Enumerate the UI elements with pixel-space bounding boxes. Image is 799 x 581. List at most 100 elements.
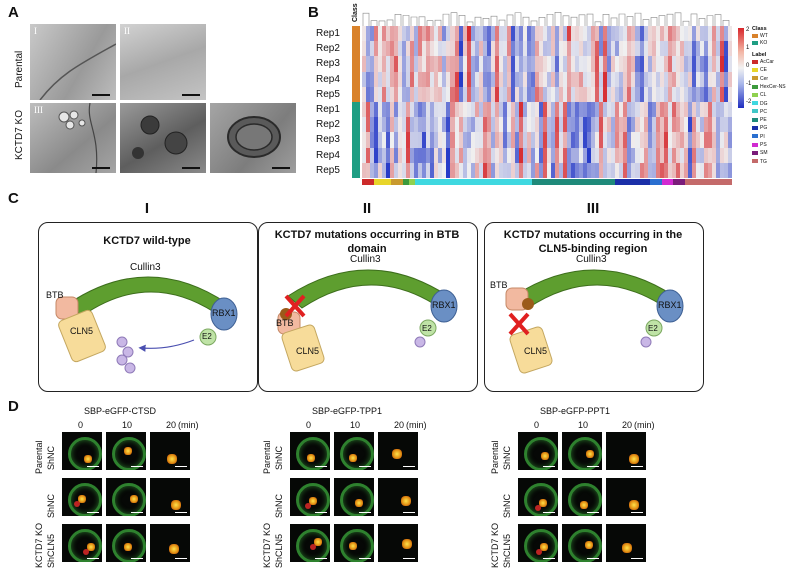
parental-label: Parental bbox=[262, 440, 272, 474]
rep-row-label: Rep5 bbox=[316, 88, 340, 100]
scale-bar bbox=[359, 511, 371, 513]
scale-bar bbox=[175, 557, 187, 559]
rbx-label: RBX1 bbox=[658, 300, 682, 310]
panel-d-label: D bbox=[8, 398, 19, 415]
scale-bar bbox=[315, 557, 327, 559]
microscopy-image bbox=[562, 524, 602, 562]
rbx-label: RBX1 bbox=[212, 308, 236, 318]
panel-c-label: C bbox=[8, 190, 19, 207]
em-image-3: III bbox=[30, 103, 116, 173]
scale-bar bbox=[587, 465, 599, 467]
microscopy-image bbox=[290, 432, 330, 470]
scale-bar bbox=[543, 511, 555, 513]
scale-bar bbox=[543, 465, 555, 467]
rbx1-shape bbox=[210, 297, 238, 331]
scale-bar bbox=[182, 167, 200, 169]
rbx1-shape bbox=[430, 289, 458, 323]
mutation-site bbox=[522, 298, 534, 310]
class-header: Class bbox=[352, 3, 359, 22]
time-unit-label: (min) bbox=[178, 420, 199, 430]
microscopy-image bbox=[518, 478, 558, 516]
time-label: 20 bbox=[166, 420, 177, 430]
scale-bar bbox=[631, 511, 643, 513]
legend-label-item: AcCar bbox=[752, 59, 774, 65]
heatmap bbox=[362, 26, 733, 179]
microscopy-image bbox=[290, 524, 330, 562]
label-bar-segment bbox=[673, 179, 686, 185]
cln5-label: CLN5 bbox=[296, 346, 320, 356]
shnc-label: ShNC bbox=[46, 493, 56, 518]
cross-mark bbox=[508, 312, 530, 336]
rep-row-label: Rep3 bbox=[316, 58, 340, 70]
microscopy-image bbox=[150, 478, 190, 516]
em-image-1: I bbox=[30, 24, 116, 100]
scale-bar bbox=[631, 557, 643, 559]
parental-label: Parental bbox=[34, 440, 44, 474]
legend-label-item: SM bbox=[752, 150, 768, 156]
scale-bar bbox=[403, 557, 415, 559]
label-bar-segment bbox=[362, 179, 374, 185]
shnc-label: ShNC bbox=[502, 445, 512, 470]
rep-row-label: Rep2 bbox=[316, 119, 340, 131]
label-bar-segment bbox=[409, 179, 415, 185]
btb-label: BTB bbox=[490, 280, 508, 290]
time-unit-label: (min) bbox=[406, 420, 427, 430]
scale-tick-label: 2 bbox=[746, 27, 750, 33]
class-bar-wt bbox=[352, 26, 360, 102]
cullin-label: Cullin3 bbox=[130, 262, 161, 273]
label-bar-segment bbox=[685, 179, 733, 185]
microscopy-image bbox=[562, 432, 602, 470]
microscopy-image bbox=[106, 432, 146, 470]
cross-mark bbox=[284, 294, 306, 318]
em-image-5 bbox=[210, 103, 296, 173]
microscopy-image bbox=[606, 478, 646, 516]
em-numeral-3: III bbox=[34, 105, 43, 115]
time-label: 0 bbox=[306, 420, 312, 430]
microscopy-image bbox=[606, 524, 646, 562]
cln5-label: CLN5 bbox=[70, 326, 94, 336]
schematic-drawing bbox=[277, 269, 458, 372]
label-bar-segment bbox=[373, 179, 392, 185]
cullin-label: Cullin3 bbox=[350, 254, 381, 265]
rep-row-label: Rep4 bbox=[316, 149, 340, 161]
scale-bar bbox=[131, 557, 143, 559]
legend-label-item: PE bbox=[752, 117, 767, 123]
time-label: 20 bbox=[622, 420, 633, 430]
microscopy-image bbox=[518, 524, 558, 562]
schematic-title: KCTD7 mutations occurring in the CLN5-bi… bbox=[503, 229, 683, 255]
legend-label-item: CE bbox=[752, 67, 767, 73]
class-bar-ko bbox=[352, 102, 360, 178]
em-membrane-1 bbox=[39, 43, 116, 100]
microscopy-image bbox=[378, 478, 418, 516]
ub-shape bbox=[640, 336, 652, 348]
microscopy-image bbox=[290, 478, 330, 516]
ub-shape bbox=[414, 336, 426, 348]
cln5-label: CLN5 bbox=[524, 346, 548, 356]
time-label: 0 bbox=[534, 420, 540, 430]
microscopy-image bbox=[518, 432, 558, 470]
label-bar-segment bbox=[649, 179, 662, 185]
btb-label: BTB bbox=[46, 290, 64, 300]
legend-label-item: PC bbox=[752, 109, 767, 115]
legend-class-item: KO bbox=[752, 40, 767, 46]
shnc-label: ShNC bbox=[274, 493, 284, 518]
scale-bar bbox=[359, 465, 371, 467]
parental-label: Parental bbox=[490, 440, 500, 474]
shnc-label: ShNC bbox=[502, 493, 512, 518]
lipid-label-bar bbox=[362, 179, 733, 185]
schematic-drawing bbox=[505, 269, 684, 374]
color-scale bbox=[738, 28, 744, 108]
microscopy-image bbox=[62, 478, 102, 516]
scale-bar bbox=[631, 465, 643, 467]
scale-bar bbox=[92, 94, 110, 96]
group-title: SBP-eGFP-TPP1 bbox=[312, 406, 383, 416]
rbx1-shape bbox=[656, 289, 684, 323]
scale-bar bbox=[175, 465, 187, 467]
label-bar-segment bbox=[532, 179, 615, 185]
legend-label-title: Label bbox=[752, 52, 767, 58]
scale-bar bbox=[315, 465, 327, 467]
microscopy-image bbox=[378, 524, 418, 562]
legend-label-item: Cer bbox=[752, 76, 768, 82]
legend-label-item: PS bbox=[752, 142, 767, 148]
ub-shape bbox=[116, 354, 128, 366]
